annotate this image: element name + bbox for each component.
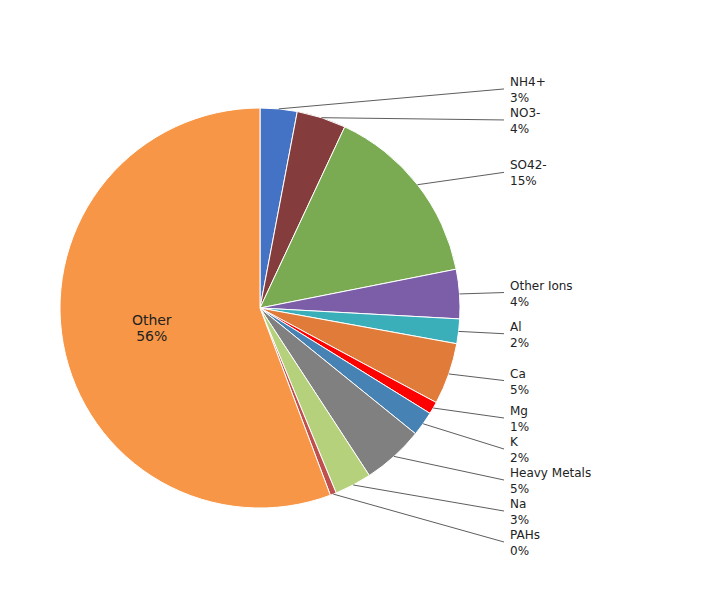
leader-line	[394, 456, 504, 480]
leader-lines	[279, 89, 504, 542]
slice-value-label: 2%	[510, 451, 529, 465]
slice-label: Ca	[510, 367, 526, 381]
slice-value-label: 1%	[510, 420, 529, 434]
leader-line	[460, 293, 504, 294]
slice-value-label: 3%	[510, 513, 529, 527]
slice-value-label: 4%	[510, 122, 529, 136]
slice-label: NH4+	[510, 75, 546, 89]
leader-line	[333, 494, 504, 542]
leader-line	[417, 172, 504, 184]
slice-label: Mg	[510, 404, 528, 418]
slice-value-label: 3%	[510, 91, 529, 105]
leader-line	[433, 408, 504, 418]
slice-value-label: 56%	[136, 328, 167, 344]
slice-value-label: 2%	[510, 336, 529, 350]
slice-label: NO3-	[510, 106, 540, 120]
slice-label: Na	[510, 497, 526, 511]
slice-label: Heavy Metals	[510, 466, 591, 480]
leader-line	[353, 485, 504, 511]
leader-line	[423, 424, 504, 449]
background	[0, 0, 718, 616]
labels: Other56%NH4+3%NO3-4%SO42-15%Other Ions4%…	[132, 75, 591, 558]
chart: Other56%NH4+3%NO3-4%SO42-15%Other Ions4%…	[0, 0, 718, 616]
slice-label: Al	[510, 320, 522, 334]
leader-line	[322, 118, 504, 120]
slice-label: Other	[132, 312, 172, 328]
slices	[60, 108, 460, 508]
slice	[60, 108, 330, 508]
slice-label: K	[510, 435, 519, 449]
leader-line	[279, 89, 504, 109]
slice-label: SO42-	[510, 158, 547, 172]
slice-value-label: 15%	[510, 174, 537, 188]
slice-value-label: 4%	[510, 295, 529, 309]
slice-value-label: 5%	[510, 482, 529, 496]
slice-label: PAHs	[510, 528, 540, 542]
slice-value-label: 0%	[510, 544, 529, 558]
leader-line	[449, 374, 504, 381]
slice-label: Other Ions	[510, 279, 573, 293]
leader-line	[459, 331, 504, 333]
slice-value-label: 5%	[510, 383, 529, 397]
